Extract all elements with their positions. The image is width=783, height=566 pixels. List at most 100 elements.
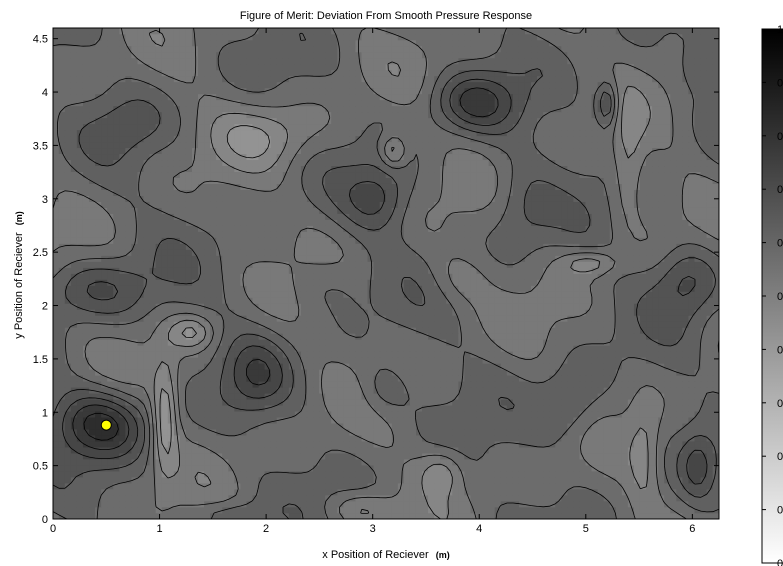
contour-cell [361, 249, 369, 256]
contour-cell [712, 374, 719, 382]
contour-cell [555, 494, 562, 502]
contour-cell [131, 339, 139, 346]
contour-cell [222, 458, 229, 466]
contour-cell [506, 482, 514, 490]
contour-cell [179, 422, 187, 430]
contour-cell [325, 315, 332, 322]
contour-cell [306, 303, 314, 310]
contour-cell [331, 267, 338, 274]
contour-cell [240, 363, 248, 370]
contour-cell [252, 428, 260, 436]
contour-cell [615, 470, 623, 478]
contour-cell [349, 309, 357, 316]
contour-cell [658, 321, 665, 328]
contour-cell [234, 249, 241, 256]
contour-cell [95, 482, 102, 490]
contour-cell [403, 321, 411, 328]
contour-cell [228, 482, 235, 490]
contour-cell [64, 422, 72, 430]
contour-cell [409, 291, 417, 298]
contour-cell [706, 327, 714, 334]
contour-cell [543, 363, 550, 370]
contour-cell [458, 434, 465, 442]
contour-cell [652, 434, 659, 442]
contour-cell [264, 321, 272, 328]
contour-cell [179, 303, 187, 310]
contour-cell [264, 309, 272, 316]
contour-cell [585, 458, 593, 466]
contour-cell [664, 351, 671, 358]
contour-cell [500, 267, 508, 274]
contour-cell [391, 452, 399, 460]
contour-cell [155, 392, 163, 400]
contour-cell [210, 357, 217, 364]
contour-cell [82, 327, 90, 334]
contour-cell [403, 339, 411, 346]
contour-cell [700, 380, 708, 388]
contour-cell [409, 500, 417, 508]
contour-cell [549, 410, 556, 418]
contour-cell [58, 452, 66, 460]
contour-cell [53, 434, 60, 442]
contour-cell [621, 416, 629, 424]
contour-cell [415, 321, 423, 328]
contour-cell [518, 327, 526, 334]
contour-cell [264, 482, 272, 490]
contour-cell [633, 494, 641, 502]
contour-cell [155, 434, 163, 442]
contour-cell [409, 369, 417, 376]
contour-cell [658, 315, 665, 322]
contour-cell [422, 315, 429, 322]
contour-cell [391, 464, 399, 472]
contour-cell [276, 279, 284, 286]
contour-cell [258, 410, 266, 418]
contour-cell [82, 422, 90, 430]
contour-cell [349, 506, 357, 514]
contour-cell [288, 416, 296, 424]
contour-cell [149, 392, 157, 400]
contour-cell [615, 345, 623, 352]
contour-cell [361, 357, 369, 364]
contour-cell [549, 303, 556, 310]
contour-cell [458, 345, 465, 352]
contour-cell [70, 351, 78, 358]
contour-cell [313, 512, 320, 519]
contour-cell [482, 446, 490, 454]
contour-cell [82, 446, 90, 454]
contour-cell [149, 291, 157, 298]
contour-cell [125, 488, 132, 496]
contour-cell [470, 404, 478, 412]
contour-cell [500, 315, 508, 322]
contour-cell [658, 357, 665, 364]
contour-cell [173, 339, 181, 346]
contour-cell [440, 488, 447, 496]
contour-cell [107, 363, 114, 370]
contour-cell [240, 291, 248, 298]
contour-cell [185, 267, 193, 274]
contour-cell [494, 303, 502, 310]
contour-cell [228, 488, 235, 496]
contour-cell [415, 255, 423, 262]
contour-cell [409, 470, 417, 478]
contour-cell [270, 440, 278, 448]
contour-cell [216, 321, 223, 328]
contour-cell [89, 297, 96, 304]
contour-cell [440, 309, 447, 316]
contour-cell [70, 327, 78, 334]
contour-cell [349, 249, 357, 256]
contour-cell [361, 500, 369, 508]
contour-cell [331, 470, 338, 478]
contour-cell [621, 380, 629, 388]
contour-cell [185, 321, 193, 328]
contour-cell [555, 315, 562, 322]
contour-cell [597, 369, 605, 376]
contour-cell [621, 333, 629, 340]
contour-cell [191, 410, 199, 418]
contour-cell [573, 452, 581, 460]
contour-cell [349, 291, 357, 298]
contour-cell [306, 446, 314, 454]
contour-cell [367, 404, 375, 412]
contour-cell [167, 321, 175, 328]
contour-cell [391, 446, 399, 454]
contour-cell [506, 476, 514, 484]
